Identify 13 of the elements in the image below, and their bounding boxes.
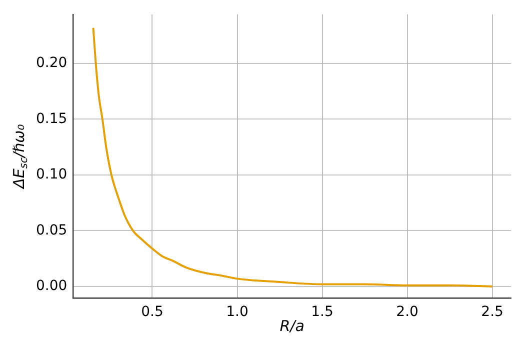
- y-tick-label: 0.10: [36, 166, 68, 183]
- y-tick-label: 0.00: [36, 278, 68, 294]
- x-tick-label: 2.0: [396, 304, 418, 320]
- y-axis-title: ΔEsc/ℏω₀: [10, 124, 30, 190]
- y-tick-label: 0.20: [36, 55, 68, 72]
- x-tick-label: 0.5: [141, 304, 164, 320]
- x-tick-label: 2.5: [481, 304, 504, 320]
- y-tick-label: 0.05: [36, 222, 68, 238]
- x-tick-label: 1.5: [311, 304, 334, 320]
- y-tick-label: 0.15: [36, 110, 68, 127]
- line-series: [92, 26, 494, 288]
- x-tick-label: 1.0: [226, 304, 248, 320]
- x-axis-title: R/a: [280, 316, 304, 335]
